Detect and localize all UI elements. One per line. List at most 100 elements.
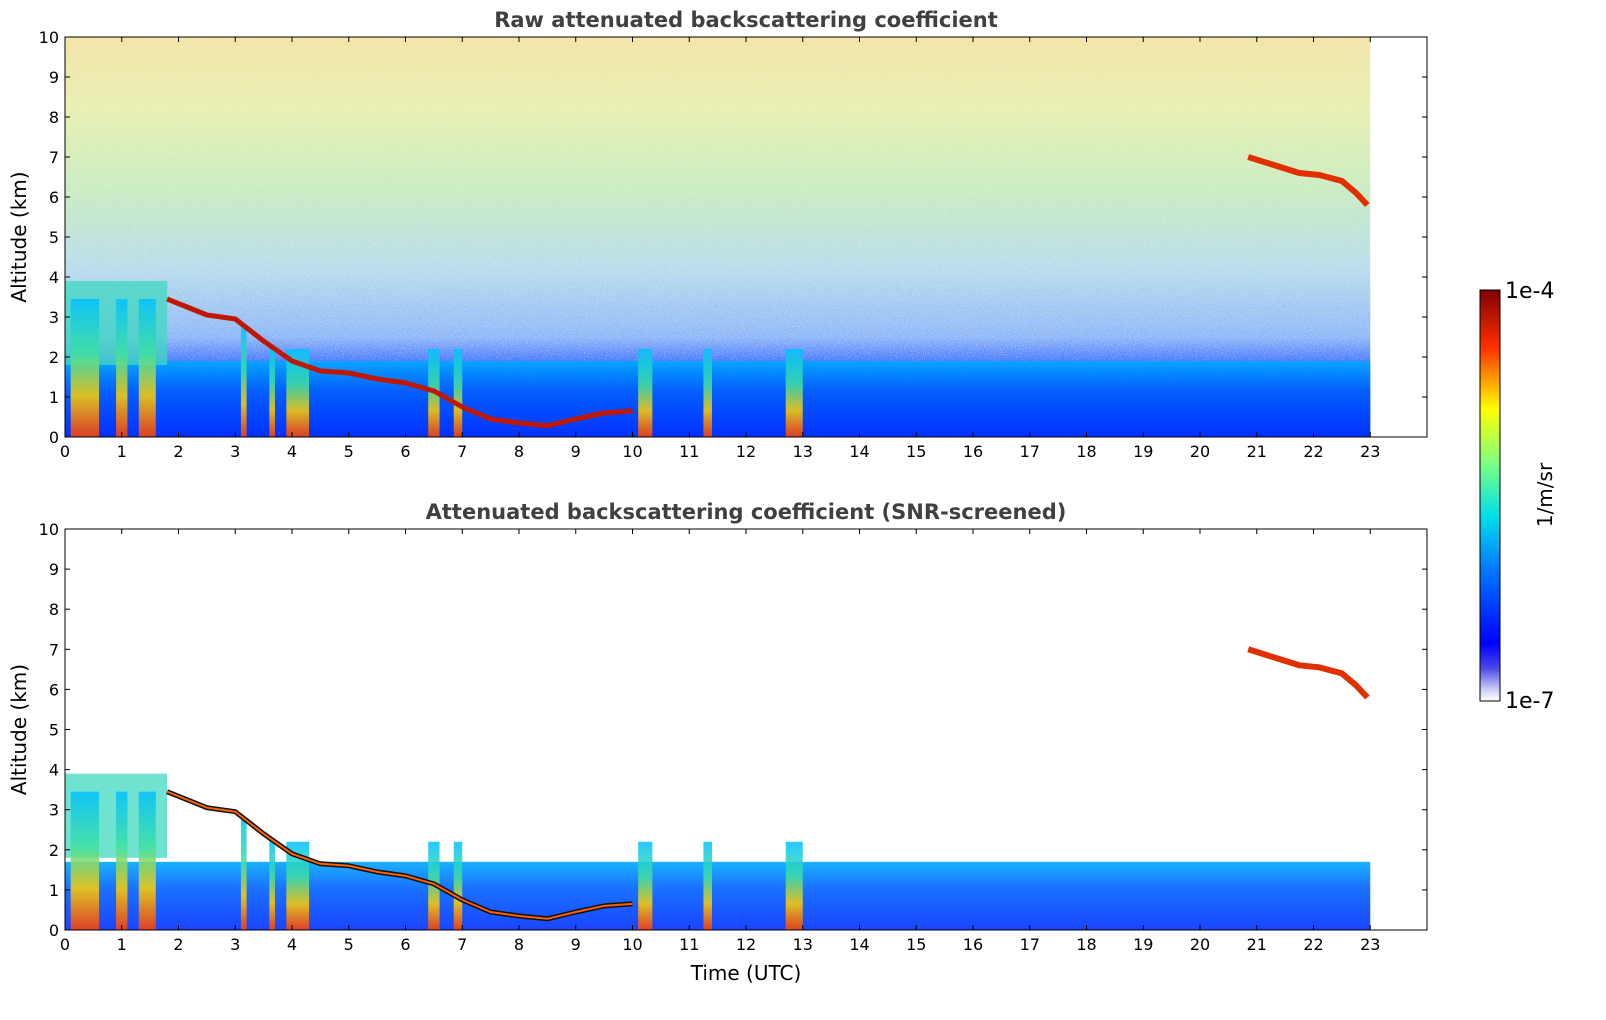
x-tick-label: 9: [571, 935, 581, 954]
y-tick-label: 3: [49, 801, 59, 820]
precip-streak-3: [138, 299, 156, 437]
x-tick-label: 20: [1190, 935, 1210, 954]
x-tick-label: 3: [230, 935, 240, 954]
y-tick-label: 7: [49, 640, 59, 659]
x-tick-label: 7: [457, 442, 467, 461]
y-tick-label: 5: [49, 228, 59, 247]
x-tick-label: 18: [1076, 935, 1096, 954]
chart-title: Attenuated backscattering coefficient (S…: [426, 500, 1067, 524]
y-tick-label: 6: [49, 188, 59, 207]
y-tick-label: 0: [49, 921, 59, 940]
x-tick-label: 11: [679, 935, 699, 954]
x-tick-label: 1: [117, 935, 127, 954]
x-tick-label: 12: [736, 935, 756, 954]
y-tick-label: 1: [49, 881, 59, 900]
x-tick-label: 14: [849, 935, 869, 954]
colorbar-unit-label: 1/m/sr: [1533, 462, 1557, 527]
x-tick-label: 17: [1020, 442, 1040, 461]
colorbar: 1e-4 1e-7 1/m/sr: [1479, 279, 1557, 714]
y-tick-label: 0: [49, 428, 59, 447]
x-tick-label: 21: [1247, 442, 1267, 461]
x-tick-label: 23: [1360, 442, 1380, 461]
y-tick-label: 8: [49, 600, 59, 619]
panel-1: 0 1 2 3 4 5 6 7 8 9 10 11 12 13 14 15 16 17 18 19 20 21 22 2301…: [7, 8, 1428, 461]
boundary-layer: [65, 861, 1371, 930]
y-tick-label: 6: [49, 680, 59, 699]
x-tick-label: 4: [287, 442, 297, 461]
x-tick-label: 23: [1360, 935, 1380, 954]
x-tick-label: 2: [173, 442, 183, 461]
chart-title: Raw attenuated backscattering coefficien…: [494, 8, 998, 32]
y-axis-label: Altitude (km): [7, 171, 31, 302]
x-tick-label: 20: [1190, 442, 1210, 461]
x-tick-label: 13: [793, 935, 813, 954]
x-tick-label: 8: [514, 442, 524, 461]
y-tick-label: 10: [39, 28, 59, 47]
colorbar-max-label: 1e-4: [1505, 279, 1554, 304]
x-tick-label: 13: [793, 442, 813, 461]
x-tick-label: 18: [1076, 442, 1096, 461]
x-tick-label: 1: [117, 442, 127, 461]
x-tick-label: 14: [849, 442, 869, 461]
precip-streak-8: [453, 349, 463, 437]
cloud-layer: [166, 296, 633, 429]
precip-streak-11: [785, 349, 803, 437]
x-tick-label: 6: [400, 442, 410, 461]
precip-streak-9: [638, 841, 653, 930]
x-tick-label: 19: [1133, 935, 1153, 954]
colorbar-min-label: 1e-7: [1505, 689, 1554, 714]
y-tick-label: 3: [49, 308, 59, 327]
noise-speckle: [65, 37, 1371, 385]
y-tick-label: 7: [49, 148, 59, 167]
x-tick-label: 3: [230, 442, 240, 461]
x-tick-label: 4: [287, 935, 297, 954]
x-tick-label: 10: [622, 442, 642, 461]
precip-streak-4: [240, 818, 247, 930]
y-tick-label: 1: [49, 388, 59, 407]
x-tick-label: 15: [906, 442, 926, 461]
panel-2: 0 1 2 3 4 5 6 7 8 9 10 11 12 13 14 15 16 17 18 19 20 21 22 2301…: [7, 500, 1428, 985]
x-tick-label: 0: [60, 442, 70, 461]
y-tick-label: 9: [49, 560, 59, 579]
x-tick-label: 5: [344, 442, 354, 461]
x-axis-label: Time (UTC): [690, 961, 802, 985]
precip-streak-3: [138, 791, 156, 930]
x-tick-label: 7: [457, 935, 467, 954]
high-cloud: [1247, 154, 1370, 208]
y-tick-label: 8: [49, 108, 59, 127]
colorbar-gradient: [1479, 289, 1501, 702]
precip-streak-11: [785, 841, 803, 930]
x-tick-label: 12: [736, 442, 756, 461]
x-tick-label: 6: [400, 935, 410, 954]
x-tick-label: 0: [60, 935, 70, 954]
y-tick-label: 2: [49, 841, 59, 860]
high-cloud: [1247, 646, 1370, 700]
boundary-layer: [65, 361, 1371, 437]
precip-streak-5: [269, 839, 275, 930]
y-axis-label: Altitude (km): [7, 664, 31, 795]
x-tick-label: 21: [1247, 935, 1267, 954]
x-tick-label: 9: [571, 442, 581, 461]
x-tick-label: 17: [1020, 935, 1040, 954]
y-tick-label: 4: [49, 268, 59, 287]
precip-streak-10: [703, 349, 712, 437]
y-tick-label: 10: [39, 520, 59, 539]
y-tick-label: 5: [49, 721, 59, 740]
x-tick-label: 2: [173, 935, 183, 954]
x-tick-label: 11: [679, 442, 699, 461]
panels: 0 1 2 3 4 5 6 7 8 9 10 11 12 13 14 15 16 17 18 19 20 21 22 2301…: [7, 8, 1428, 985]
x-tick-label: 16: [963, 935, 983, 954]
precip-streak-10: [703, 841, 712, 930]
precip-streak-8: [453, 841, 463, 930]
precip-streak-5: [269, 347, 275, 437]
x-tick-label: 22: [1303, 935, 1323, 954]
x-tick-label: 15: [906, 935, 926, 954]
x-tick-label: 10: [622, 935, 642, 954]
x-tick-label: 5: [344, 935, 354, 954]
precip-streak-2: [116, 299, 128, 437]
x-tick-label: 16: [963, 442, 983, 461]
precip-streak-6: [286, 841, 310, 930]
precip-streak-1: [70, 791, 100, 930]
x-tick-label: 19: [1133, 442, 1153, 461]
